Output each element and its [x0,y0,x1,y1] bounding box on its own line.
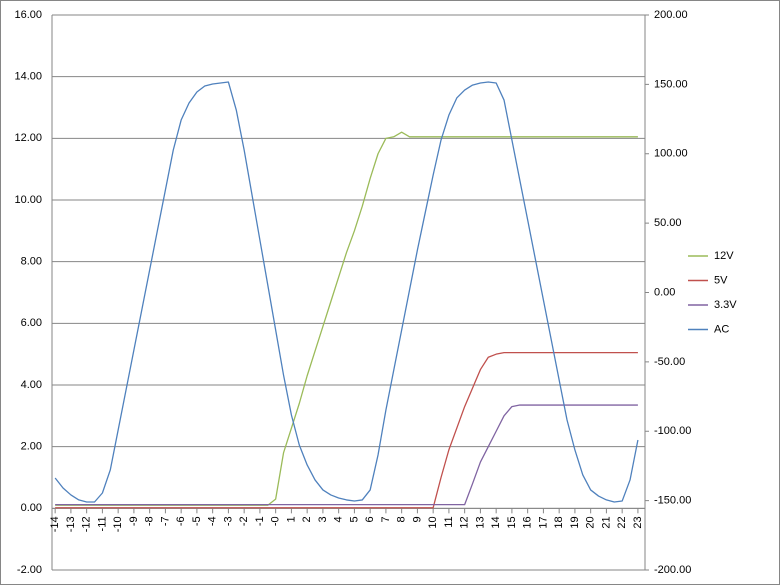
x-tick-label: 18 [553,516,565,528]
x-tick-label: 11 [443,516,455,527]
y-tick-label: 2.00 [21,441,42,453]
x-tick-label: 1 [285,516,297,522]
series-line [55,351,638,509]
y-tick-label: 12.00 [14,132,42,144]
x-tick-label: 17 [537,516,549,528]
x-tick-label: 6 [364,516,376,522]
x-tick-label: 8 [396,516,408,522]
y-tick-label: 10.00 [14,194,42,206]
x-tick-label: 13 [474,516,486,528]
y-tick-label: 16.00 [14,9,42,21]
x-tick-label: -6 [175,516,187,526]
x-tick-label: 22 [616,516,628,528]
y2-tick-label: -50.00 [654,356,685,368]
y2-tick-label: 150.00 [654,78,688,90]
x-tick-label: 4 [333,516,345,522]
x-tick-label: -5 [191,516,203,526]
legend-label: AC [714,323,729,335]
x-tick-label: -14 [49,516,61,532]
y-tick-label: 4.00 [21,379,42,391]
legend-label: 12V [714,250,734,262]
legend-label: 3.3V [714,299,737,311]
y2-tick-label: 100.00 [654,148,688,160]
y2-tick-label: -100.00 [654,425,691,437]
legend-label: 5V [714,274,728,286]
x-tick-label: -12 [81,516,93,532]
x-tick-label: -10 [112,516,124,532]
x-tick-label: 20 [585,516,597,528]
x-tick-label: -8 [144,516,156,526]
y2-tick-label: 200.00 [654,9,688,21]
y-tick-label: 6.00 [21,317,42,329]
x-tick-label: -7 [159,516,171,526]
x-tick-label: 2 [301,516,313,522]
x-tick-label: 10 [427,516,439,528]
x-tick-label: -0 [270,516,282,526]
x-tick-label: 3 [317,516,329,522]
x-tick-label: -4 [207,516,219,526]
y2-tick-label: 0.00 [654,286,675,298]
x-tick-label: -13 [65,516,77,532]
x-tick-label: 14 [490,516,502,528]
x-tick-label: -2 [238,516,250,526]
y-tick-label: -2.00 [17,564,42,576]
x-tick-label: 7 [380,516,392,522]
y2-tick-label: -150.00 [654,495,691,507]
x-tick-label: -11 [96,516,108,531]
y-tick-label: 8.00 [21,256,42,268]
series-line [54,81,639,503]
x-tick-label: 5 [348,516,360,522]
y2-tick-label: 50.00 [654,217,682,229]
x-tick-label: 21 [600,516,612,528]
x-tick-label: -1 [254,516,266,526]
x-tick-label: 15 [506,516,518,528]
y-tick-label: 14.00 [14,71,42,83]
x-tick-label: -3 [222,516,234,526]
x-tick-label: -9 [128,516,140,526]
x-tick-label: 12 [459,516,471,528]
x-tick-label: 9 [411,516,423,522]
x-tick-label: 23 [632,516,644,528]
x-tick-label: 16 [522,516,534,528]
series-line [55,404,638,506]
y-tick-label: 0.00 [21,502,42,514]
x-tick-label: 19 [569,516,581,528]
y2-tick-label: -200.00 [654,564,691,576]
